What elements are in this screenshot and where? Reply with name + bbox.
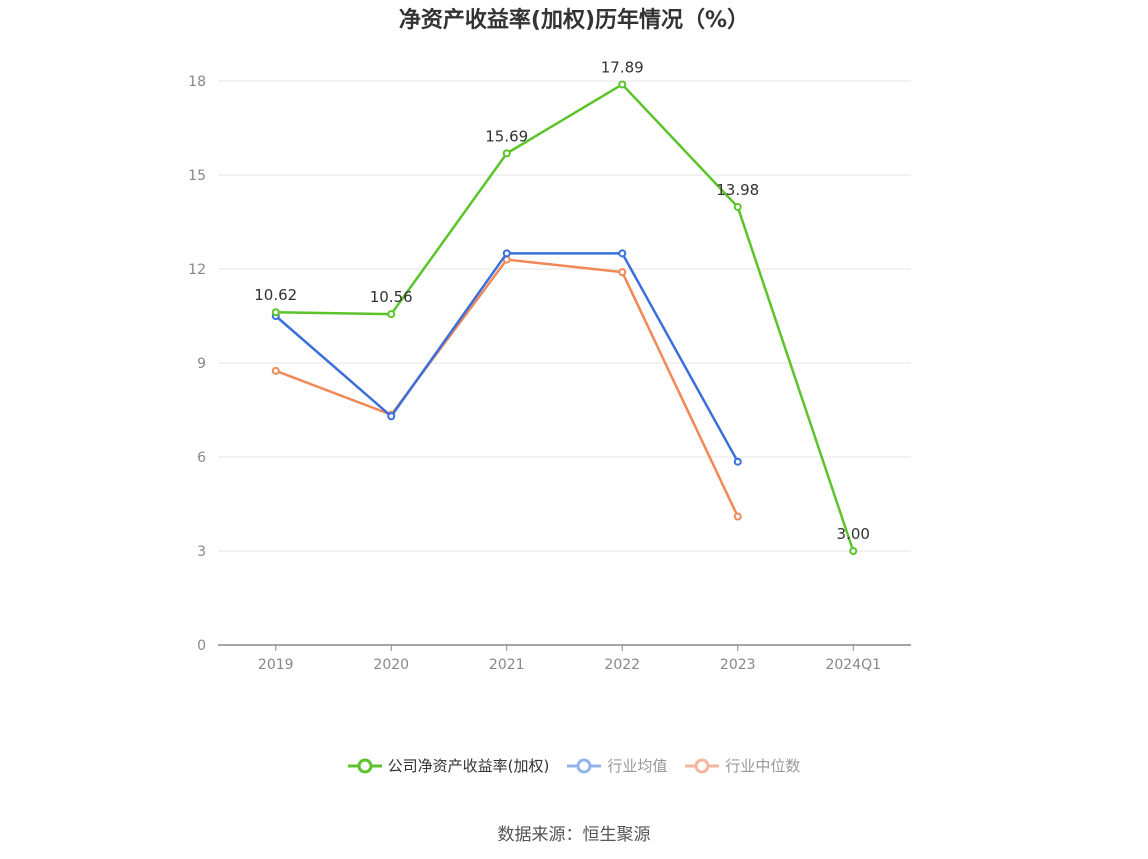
- y-tick-label: 6: [197, 450, 206, 466]
- data-point: [502, 149, 511, 158]
- data-source: 数据来源：恒生聚源: [497, 825, 651, 845]
- data-label: 3.00: [837, 525, 870, 543]
- data-point: [849, 547, 858, 555]
- legend-item-industry-median[interactable]: 行业中位数: [685, 755, 800, 776]
- data-point: [387, 412, 396, 421]
- legend-marker-industry-mean: [567, 758, 602, 773]
- x-tick-label: 2021: [489, 657, 525, 673]
- legend-item-company-roe[interactable]: 公司净资产收益率(加权): [347, 755, 550, 776]
- x-tick-label: 2020: [373, 657, 409, 673]
- data-label: 15.69: [485, 127, 528, 145]
- chart-title: 净资产收益率(加权)历年情况（%）: [398, 8, 750, 33]
- data-point: [618, 268, 627, 277]
- data-point: [618, 249, 627, 258]
- y-tick-label: 18: [188, 74, 206, 90]
- data-point: [271, 308, 280, 317]
- x-tick-label: 2019: [258, 657, 294, 673]
- legend-label-industry-mean: 行业均值: [607, 757, 668, 775]
- legend-item-industry-mean[interactable]: 行业均值: [567, 755, 667, 776]
- legend-label-industry-median: 行业中位数: [725, 757, 801, 775]
- y-tick-label: 0: [197, 638, 206, 654]
- y-tick-label: 9: [197, 356, 206, 372]
- x-tick-label: 2022: [604, 657, 640, 673]
- data-point: [733, 202, 742, 211]
- data-label: 10.62: [254, 286, 297, 304]
- data-point: [618, 80, 627, 89]
- x-tick-label: 2024Q1: [825, 657, 881, 673]
- data-point: [387, 310, 396, 319]
- y-tick-label: 12: [188, 262, 206, 278]
- series-line-2: [275, 258, 739, 518]
- chart-legend: 公司净资产收益率(加权) 行业均值 行业中位数: [0, 755, 1148, 776]
- data-label: 10.56: [370, 288, 413, 306]
- data-point: [502, 249, 511, 258]
- data-label: 13.98: [716, 181, 759, 199]
- y-tick-label: 3: [197, 544, 206, 560]
- y-tick-label: 15: [188, 168, 206, 184]
- data-label: 17.89: [601, 58, 644, 76]
- series-line-0: [275, 83, 855, 552]
- legend-label-company-roe: 公司净资产收益率(加权): [387, 757, 550, 775]
- data-point: [271, 366, 280, 375]
- x-tick-label: 2023: [720, 657, 756, 673]
- legend-marker-industry-median: [685, 758, 720, 773]
- series-line-1: [274, 252, 739, 463]
- data-point: [733, 457, 742, 466]
- legend-marker-company-roe: [347, 758, 382, 773]
- data-point: [733, 512, 742, 521]
